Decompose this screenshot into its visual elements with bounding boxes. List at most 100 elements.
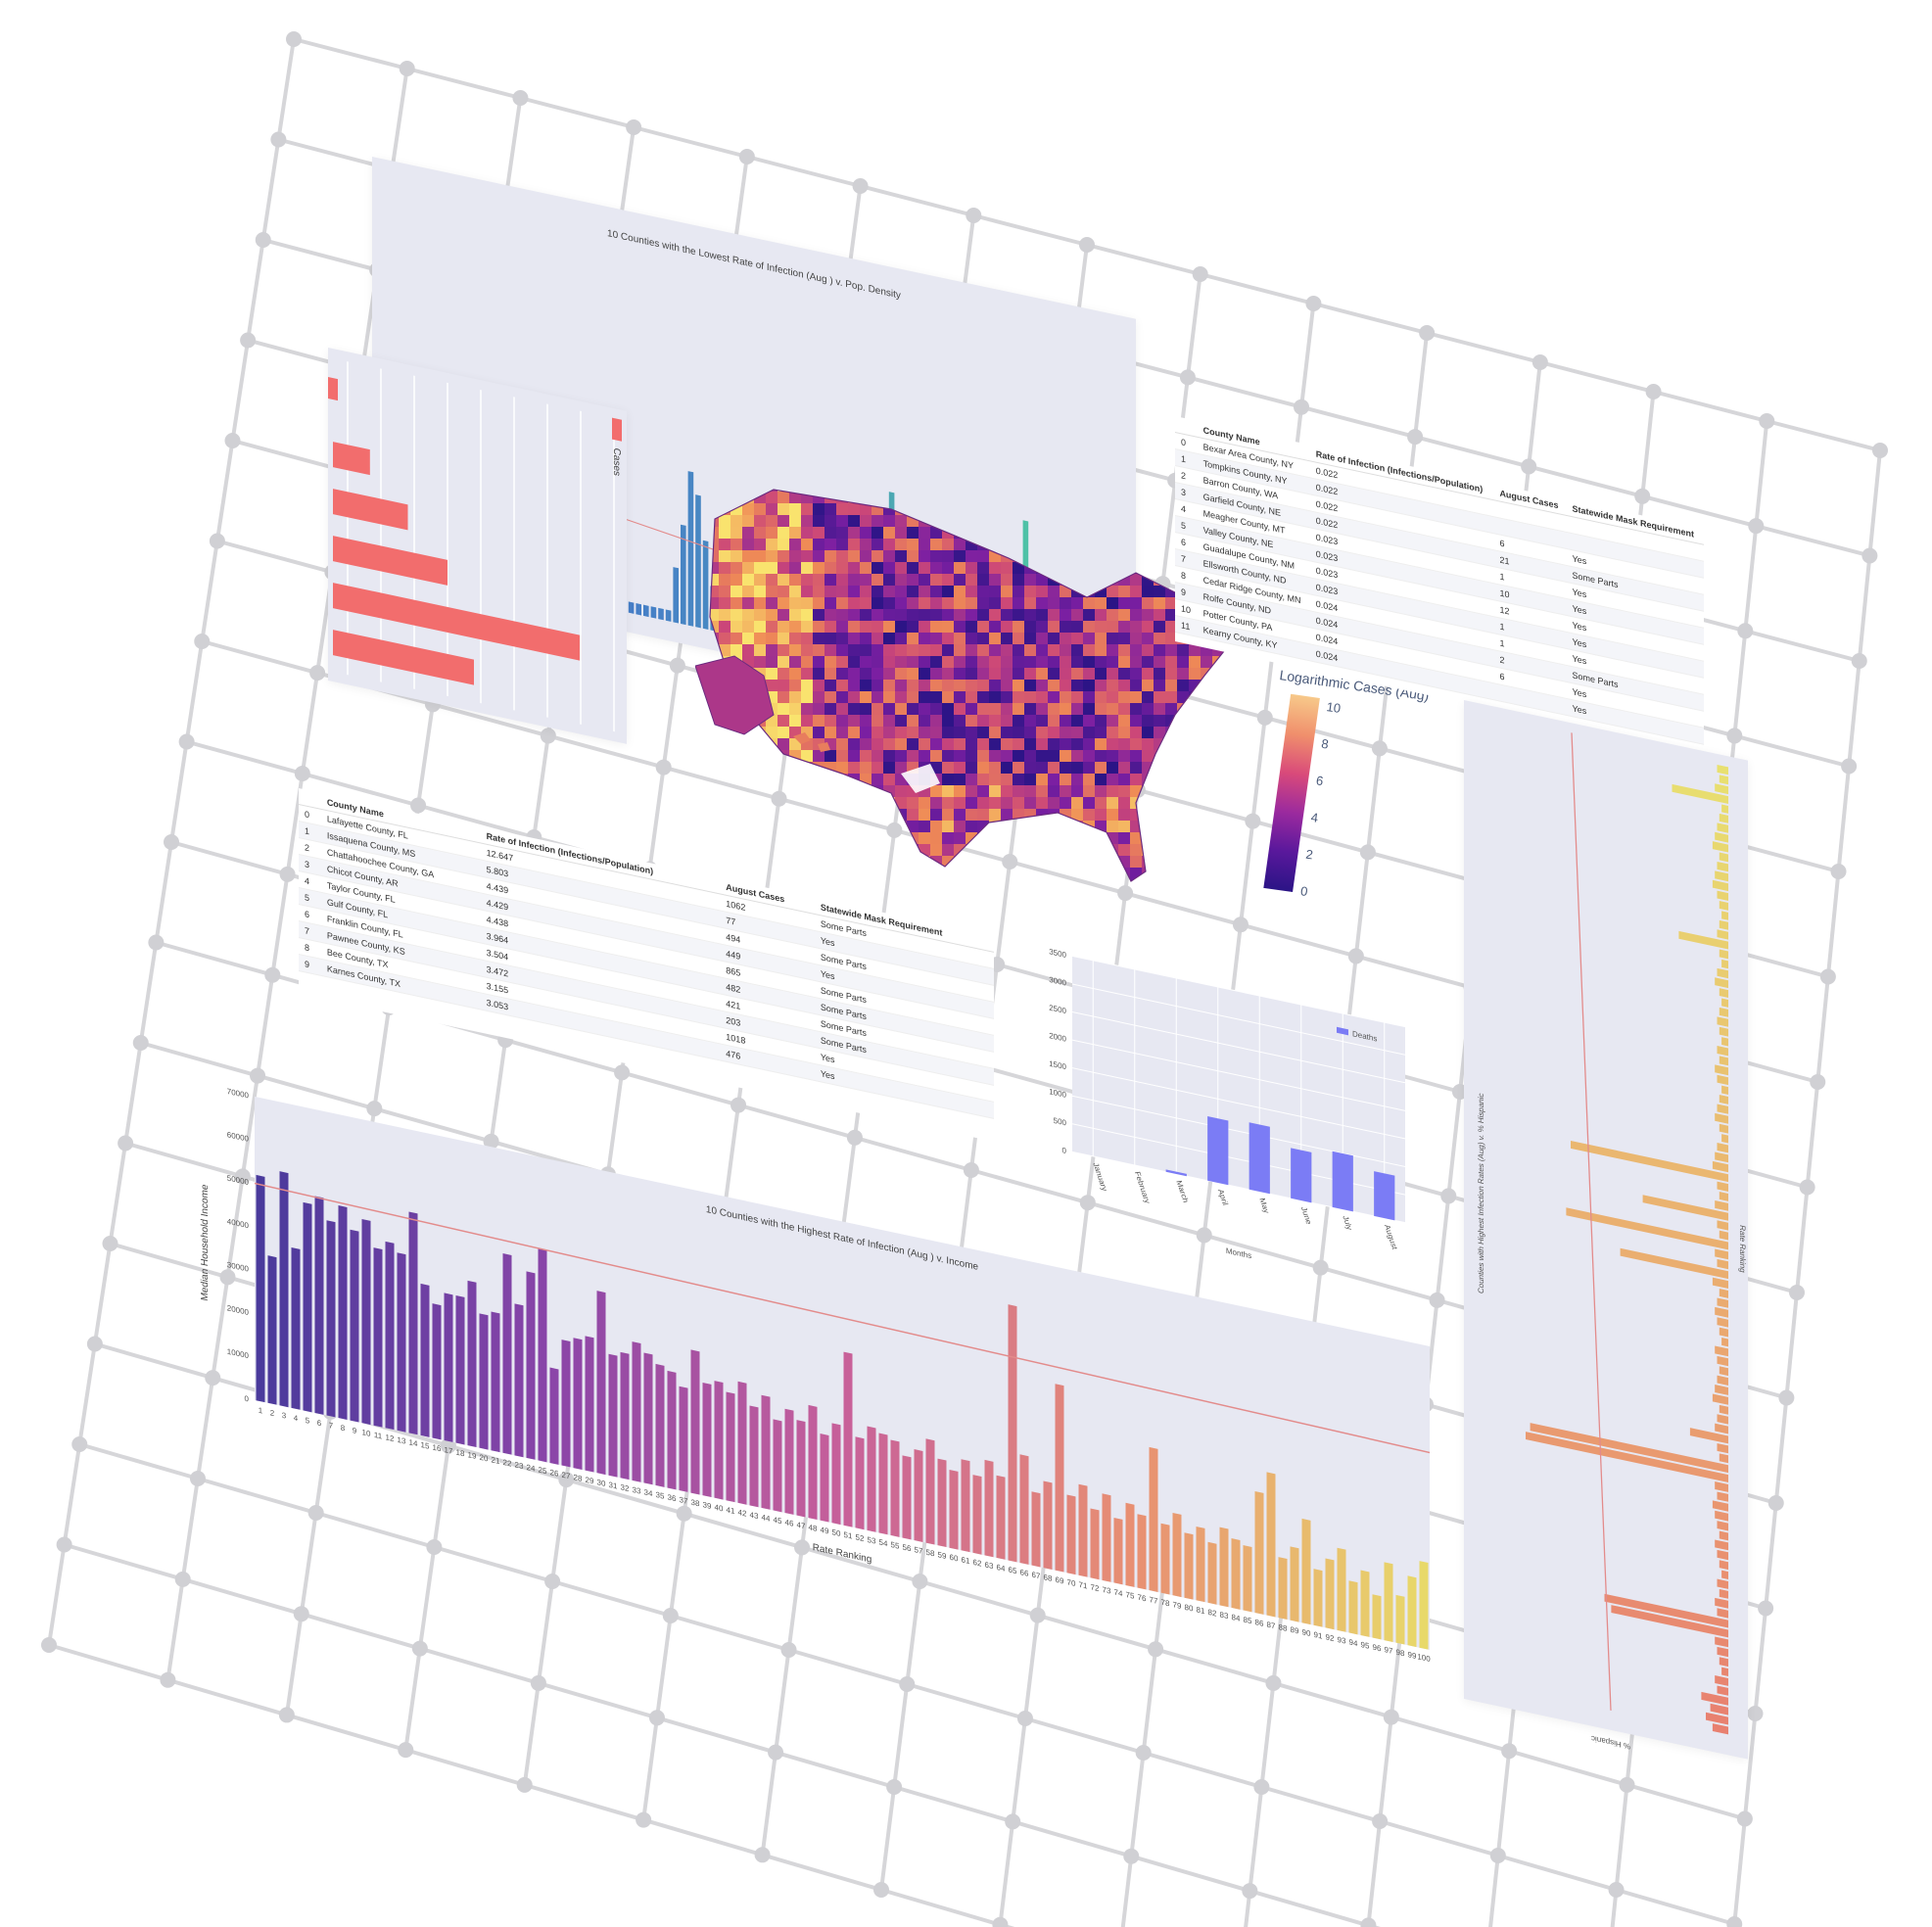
county — [1154, 656, 1166, 669]
county — [848, 785, 861, 798]
county — [730, 597, 743, 610]
x-tick-label: 97 — [1385, 1645, 1393, 1656]
county — [1154, 621, 1166, 634]
bar — [1717, 1104, 1728, 1114]
county — [989, 492, 1002, 504]
bar — [1715, 1385, 1729, 1395]
bar — [1719, 813, 1728, 823]
x-tick-label: July — [1341, 1215, 1354, 1232]
county — [977, 490, 990, 493]
bar — [326, 1220, 336, 1418]
county — [742, 527, 755, 540]
county — [1118, 691, 1131, 704]
county — [801, 750, 814, 763]
county — [836, 656, 849, 669]
county — [742, 503, 755, 516]
county — [895, 832, 908, 845]
county — [754, 832, 767, 845]
bar — [1701, 1691, 1728, 1706]
county — [966, 633, 978, 645]
county — [860, 515, 872, 528]
county — [1013, 832, 1025, 845]
county — [977, 727, 990, 739]
bar — [1717, 1685, 1728, 1696]
county — [1013, 727, 1025, 739]
bar — [658, 607, 664, 621]
county — [1060, 750, 1072, 763]
county — [883, 668, 896, 681]
county — [954, 621, 966, 634]
bar — [1715, 1199, 1729, 1211]
county — [813, 562, 825, 575]
county — [1154, 515, 1166, 528]
county — [1107, 550, 1119, 563]
county — [907, 703, 919, 716]
county — [1118, 856, 1131, 869]
county — [801, 550, 814, 563]
county — [778, 832, 790, 845]
grid-node — [1726, 728, 1743, 744]
county — [778, 680, 790, 692]
x-axis-label: % Hispanic — [1591, 1734, 1630, 1751]
county — [789, 844, 802, 857]
bar — [1301, 1518, 1311, 1625]
county — [1001, 644, 1013, 657]
county — [710, 586, 720, 598]
county — [1001, 809, 1013, 822]
county — [778, 774, 790, 786]
county — [813, 633, 825, 645]
county — [1189, 774, 1202, 786]
county — [1212, 680, 1225, 692]
county — [1036, 738, 1049, 751]
county — [1142, 703, 1154, 716]
grid-node — [771, 790, 787, 807]
bar — [1160, 1523, 1170, 1595]
county — [1048, 539, 1060, 551]
county — [1083, 727, 1096, 739]
county — [1130, 844, 1143, 857]
county — [1224, 785, 1237, 798]
county — [848, 539, 861, 551]
county — [1001, 727, 1013, 739]
county — [730, 633, 743, 645]
county — [1095, 750, 1107, 763]
county — [1142, 715, 1154, 728]
county — [1236, 797, 1244, 810]
bar — [1374, 1171, 1395, 1221]
x-axis-label: Months — [1226, 1246, 1251, 1260]
x-tick-label: 76 — [1138, 1593, 1147, 1604]
county — [1048, 691, 1060, 704]
county — [1013, 856, 1025, 869]
county — [883, 868, 896, 880]
county — [930, 633, 943, 645]
county — [872, 633, 884, 645]
grid-node — [1767, 1495, 1784, 1511]
county — [766, 809, 778, 822]
county — [1060, 562, 1072, 575]
county — [766, 774, 778, 786]
bar — [596, 1291, 606, 1476]
county — [719, 821, 731, 833]
county — [1189, 868, 1202, 880]
county — [1001, 539, 1013, 551]
county — [813, 774, 825, 786]
bar — [267, 1255, 277, 1405]
x-tick-label: 27 — [562, 1471, 571, 1481]
county — [1060, 856, 1072, 869]
bar — [1717, 822, 1728, 833]
county — [1024, 656, 1037, 669]
grid-node — [294, 766, 310, 781]
county — [719, 738, 731, 751]
county — [719, 550, 731, 563]
county — [989, 633, 1002, 645]
bar — [491, 1311, 500, 1453]
county — [695, 703, 708, 716]
county — [1118, 844, 1131, 857]
grid-node — [846, 1129, 863, 1146]
county — [1107, 527, 1119, 540]
county — [954, 809, 966, 822]
bar — [1530, 1423, 1728, 1474]
bar — [1717, 1646, 1728, 1658]
county — [1013, 715, 1025, 728]
county — [977, 703, 990, 716]
